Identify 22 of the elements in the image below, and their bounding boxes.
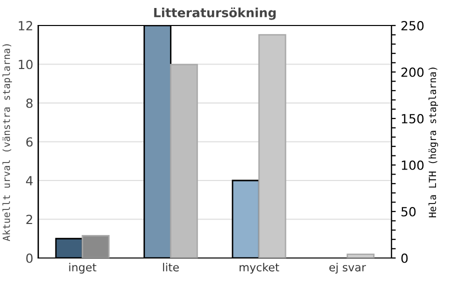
- x-tick-label: mycket: [240, 262, 280, 274]
- x-tick-label: lite: [163, 262, 179, 272]
- y2-tick-label: 200: [401, 67, 424, 77]
- y-tick-label: 0: [26, 253, 33, 263]
- y2-tick-label: 150: [402, 114, 424, 124]
- y2-tick-label: 250: [401, 20, 424, 30]
- y-axis-title: Aktuellt urval (vänstra staplarna): [2, 44, 12, 242]
- y2-tick-label: 50: [401, 206, 416, 216]
- y2-tick-label: 0: [401, 253, 408, 263]
- x-tick-label: ej svar: [329, 262, 366, 274]
- y-tick-label: 2: [26, 214, 32, 224]
- y-tick-label: 6: [26, 137, 33, 147]
- bar: [346, 254, 375, 258]
- y2-tick-label: 100: [402, 160, 424, 170]
- chart-title: Litteratursökning: [154, 7, 276, 20]
- bar: [258, 34, 286, 258]
- y-tick-label: 8: [26, 98, 33, 108]
- y-tick-label: 4: [26, 176, 33, 186]
- x-tick-label: inget: [69, 262, 96, 274]
- y2-axis-title: Hela LTH (högra staplarna): [428, 68, 438, 218]
- y-tick-label: 10: [18, 60, 33, 70]
- y-tick-label: 12: [18, 20, 32, 30]
